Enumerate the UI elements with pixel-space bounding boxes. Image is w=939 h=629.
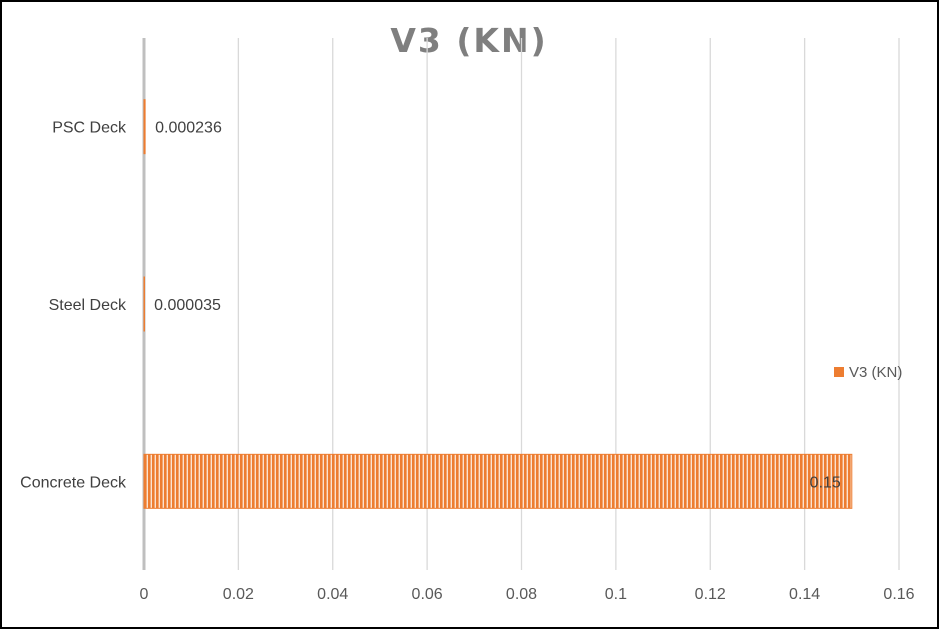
x-tick-label: 0.12 xyxy=(695,586,726,603)
x-tick-label: 0.04 xyxy=(317,586,348,603)
x-tick-label: 0.02 xyxy=(223,586,254,603)
data-label: 0.15 xyxy=(810,474,841,491)
category-label: PSC Deck xyxy=(52,120,127,137)
x-tick-label: 0.08 xyxy=(506,586,537,603)
x-tick-label: 0.1 xyxy=(605,586,627,603)
legend-swatch xyxy=(834,367,844,377)
bar xyxy=(143,276,145,332)
category-label: Steel Deck xyxy=(49,297,127,314)
x-tick-label: 0 xyxy=(140,586,149,603)
legend-label: V3 (KN) xyxy=(849,364,902,381)
chart-title: V3 (KN) xyxy=(390,21,547,60)
category-label: Concrete Deck xyxy=(20,474,127,491)
legend: V3 (KN) xyxy=(834,364,902,381)
x-tick-label: 0.14 xyxy=(789,586,820,603)
data-label: 0.000236 xyxy=(155,120,222,137)
data-label: 0.000035 xyxy=(154,297,221,314)
x-tick-label: 0.16 xyxy=(883,586,914,603)
x-tick-label: 0.06 xyxy=(412,586,443,603)
bar xyxy=(143,453,853,509)
bar xyxy=(143,99,146,155)
